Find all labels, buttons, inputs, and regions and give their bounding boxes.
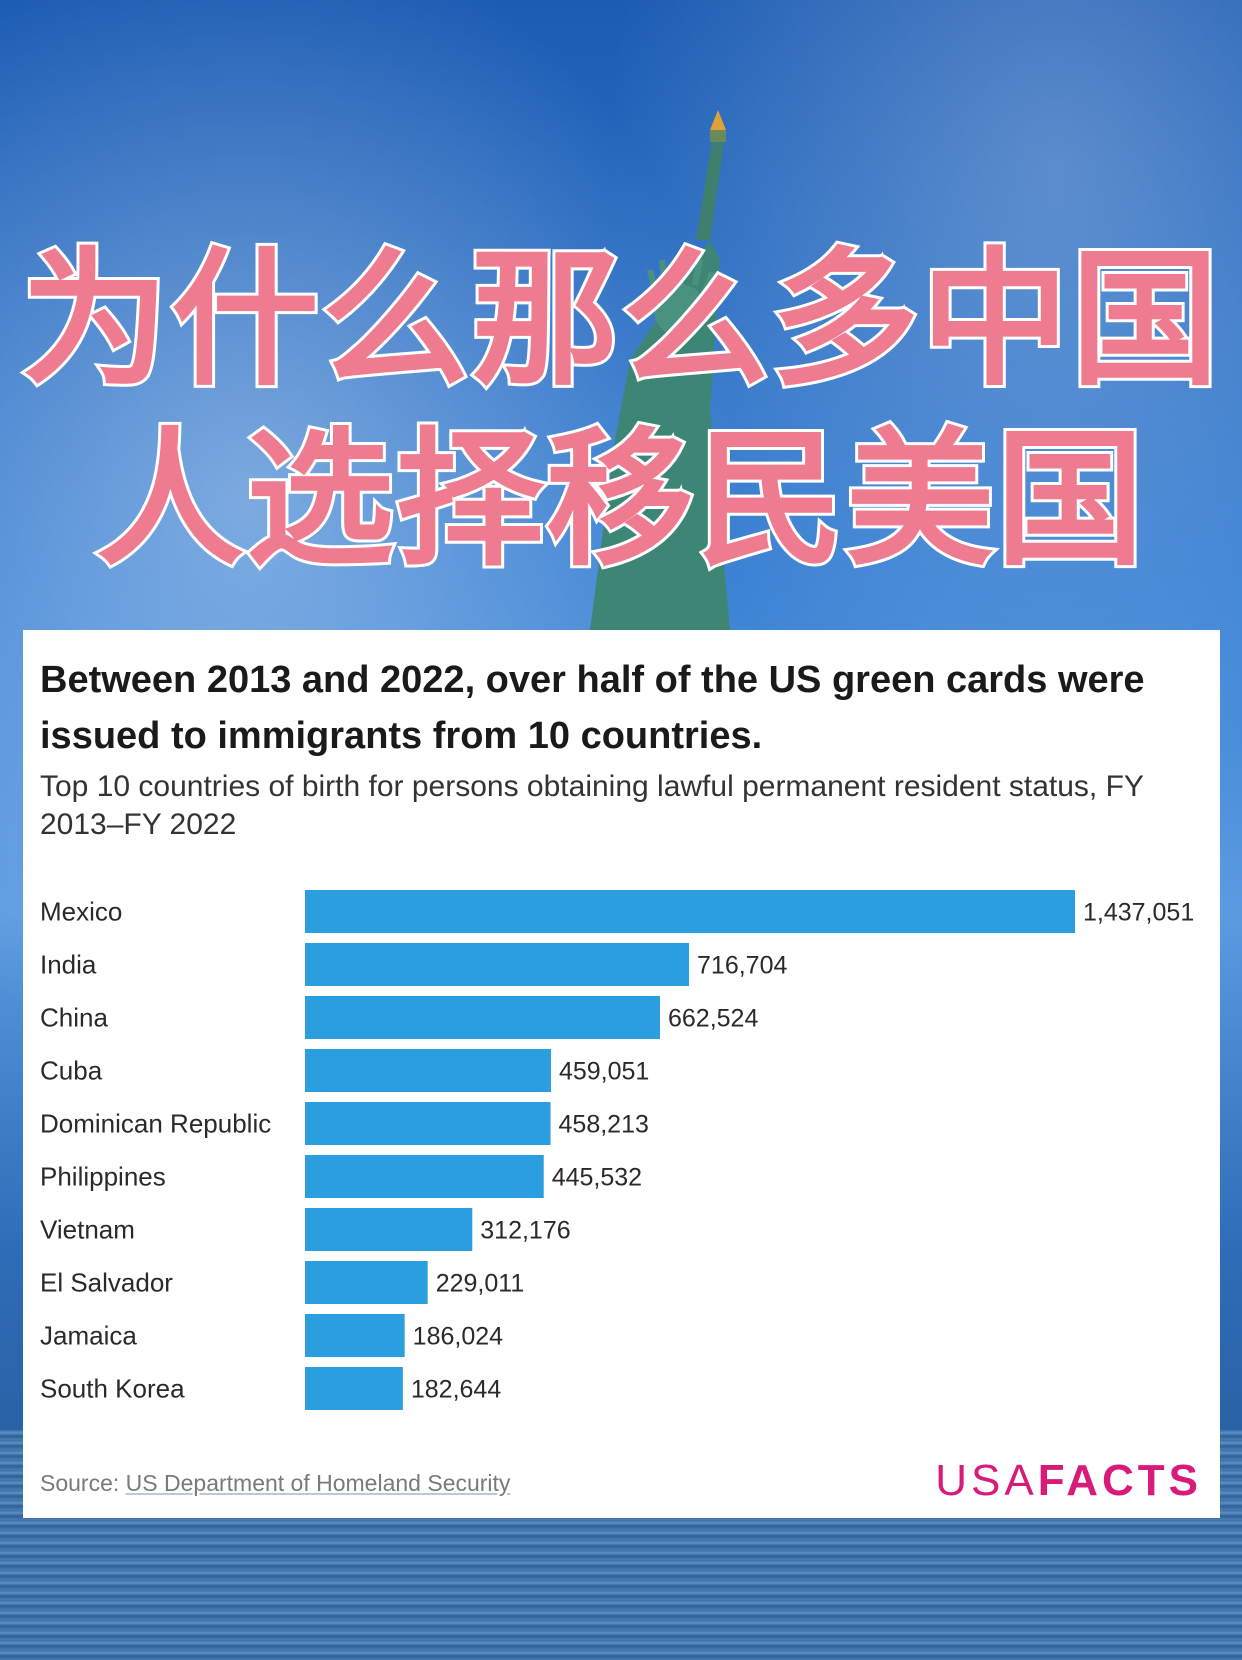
category-label: Mexico: [40, 897, 122, 927]
usafacts-logo: USAFACTS: [935, 1456, 1202, 1506]
bar: [305, 1367, 403, 1410]
logo-part-usa: USA: [935, 1456, 1038, 1505]
category-label: Philippines: [40, 1162, 166, 1192]
source-prefix: Source:: [40, 1470, 126, 1496]
value-label: 459,051: [559, 1058, 649, 1086]
source-link[interactable]: US Department of Homeland Security: [125, 1470, 511, 1496]
value-label: 458,213: [559, 1111, 649, 1139]
bar: [305, 943, 690, 986]
chart-card: Between 2013 and 2022, over half of the …: [23, 630, 1220, 1518]
value-label: 312,176: [480, 1217, 570, 1245]
source-line: Source: US Department of Homeland Securi…: [40, 1470, 510, 1497]
value-label: 1,437,051: [1083, 899, 1194, 927]
headline-line-2: 人选择移民美国: [93, 411, 1147, 589]
headline: 为什么那么多中国 人选择移民美国: [0, 230, 1242, 590]
bar: [305, 1314, 405, 1357]
bar: [305, 1208, 473, 1251]
bar: [305, 996, 660, 1039]
logo-part-facts: FACTS: [1037, 1456, 1202, 1505]
bar: [305, 1155, 544, 1198]
chart-title: Between 2013 and 2022, over half of the …: [40, 659, 1145, 757]
headline-line-1: 为什么那么多中国: [18, 231, 1222, 409]
value-label: 229,011: [436, 1270, 525, 1298]
value-label: 182,644: [411, 1376, 501, 1404]
category-label: Vietnam: [40, 1215, 135, 1245]
value-label: 186,024: [413, 1323, 503, 1351]
bar: [305, 1102, 551, 1145]
value-label: 662,524: [668, 1005, 758, 1033]
category-label: Dominican Republic: [40, 1109, 271, 1139]
category-label: China: [40, 1003, 108, 1033]
value-label: 445,532: [552, 1164, 642, 1192]
category-label: Jamaica: [40, 1321, 137, 1351]
category-label: India: [40, 950, 97, 980]
bar-chart: Mexico 1,437,051 India 716,704 China 662,524 C…: [40, 890, 1194, 1410]
bar: [305, 890, 1075, 933]
chart-subtitle: Top 10 countries of birth for persons ob…: [40, 770, 1144, 841]
category-label: El Salvador: [40, 1268, 173, 1298]
statue-of-liberty-image: [590, 110, 730, 630]
bar: [305, 1261, 428, 1304]
bar: [305, 1049, 551, 1092]
value-label: 716,704: [697, 952, 787, 980]
category-label: South Korea: [40, 1374, 185, 1404]
category-label: Cuba: [40, 1056, 103, 1086]
